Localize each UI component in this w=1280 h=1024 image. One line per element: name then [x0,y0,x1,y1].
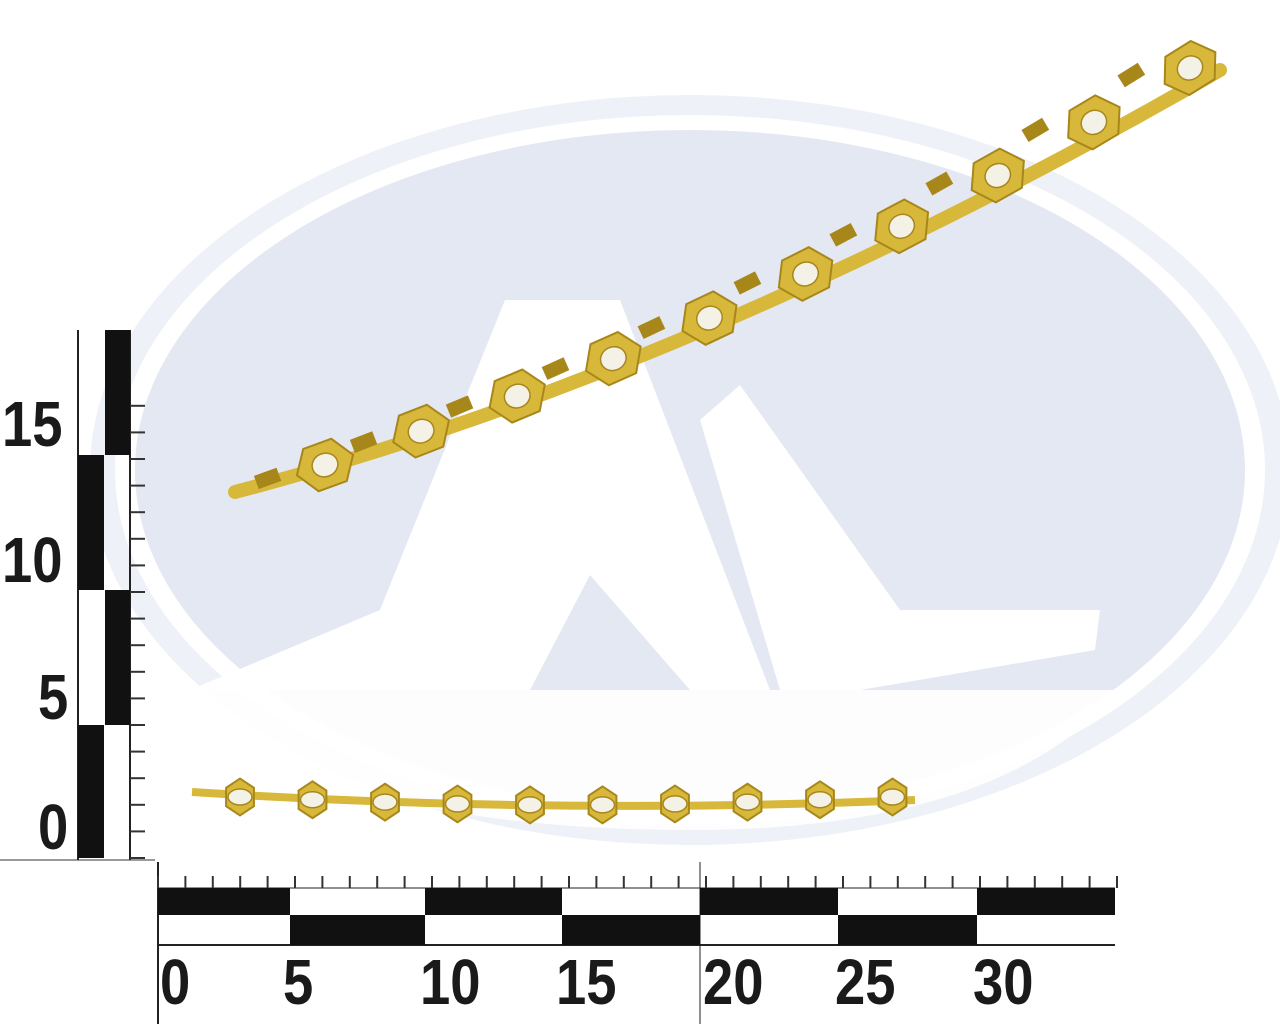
hruler-label-30: 30 [973,946,1034,1018]
terminal-ring [515,785,545,825]
crimp-tab [253,467,282,490]
terminal-ring [442,784,473,824]
upper-terminal-strip [228,39,1227,499]
terminal-ring [660,784,690,824]
horizontal-ruler [157,862,1118,1024]
crimp-tab [733,271,762,295]
hruler-label-20: 20 [703,946,764,1018]
terminal-ring [295,437,355,493]
hruler-label-25: 25 [835,946,896,1018]
vruler-label-15: 15 [2,388,63,460]
vruler-label-5: 5 [38,661,69,733]
crimp-tab [637,316,666,340]
terminal-ring [488,368,546,424]
terminal-ring [225,777,255,817]
vruler-label-0: 0 [38,791,69,863]
crimp-tab [445,395,474,418]
terminal-ring [877,777,908,817]
hruler-label-10: 10 [420,946,481,1018]
terminal-ring [392,403,451,459]
hruler-label-5: 5 [283,946,314,1018]
crimp-tab [1021,117,1050,143]
terminal-ring [1067,94,1121,151]
crimp-tab [349,431,378,453]
terminal-ring [297,780,328,820]
terminal-ring [805,780,835,820]
terminal-ring [370,782,400,822]
terminal-ring [732,782,763,822]
hruler-label-0: 0 [160,946,191,1018]
terminal-ring [970,147,1025,204]
terminal-ring [681,290,738,346]
crimp-tab [541,357,570,380]
terminal-ring [587,785,618,825]
crimp-tab [925,171,954,196]
vruler-label-10: 10 [2,524,63,596]
watermark-logo [90,95,1280,845]
crimp-tab [1117,62,1146,88]
crimp-tab [829,222,858,247]
terminal-ring [584,330,642,387]
terminal-ring [874,198,930,255]
hruler-label-15: 15 [556,946,617,1018]
vertical-ruler [0,330,155,861]
lower-terminal-strip [191,777,916,825]
terminal-ring [777,246,834,302]
terminal-ring [1163,39,1217,97]
